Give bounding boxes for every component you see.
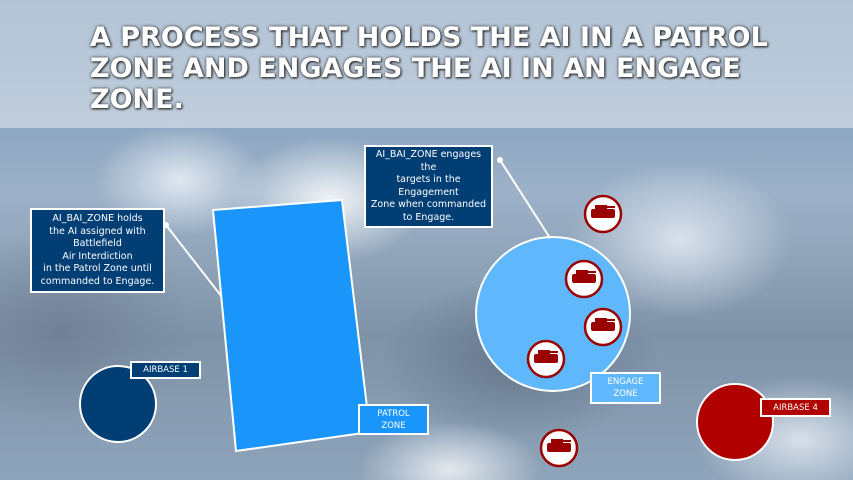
target-4-tank-icon[interactable] (526, 339, 566, 379)
label-line: ZONE (381, 420, 406, 431)
patrol-callout: AI_BAI_ZONE holds the AI assigned with B… (30, 208, 165, 293)
callout-line: the AI assigned with (49, 225, 146, 237)
callout-line: targets in the Engagement (396, 174, 461, 198)
target-5-tank-icon[interactable] (539, 428, 579, 468)
callout-line: Zone when commanded (370, 199, 487, 210)
callout-line: AI_BAI_ZONE holds (52, 213, 143, 224)
callout-line: AI_BAI_ZONE engages the (375, 149, 482, 173)
airbase-4-label: AIRBASE 4 (760, 398, 831, 417)
airbase-4-circle[interactable] (696, 383, 774, 461)
target-3-tank-icon[interactable] (583, 307, 623, 347)
title-band (0, 0, 853, 128)
target-2-tank-icon[interactable] (564, 259, 604, 299)
engage-zone-label: ENGAGE ZONE (590, 372, 661, 404)
engage-connector-line (499, 159, 551, 239)
patrol-connector-line (165, 224, 223, 298)
patrol-zone[interactable] (211, 198, 372, 453)
target-1-tank-icon[interactable] (583, 194, 623, 234)
airbase-1-label: AIRBASE 1 (130, 361, 201, 379)
patrol-zone-label: PATROL ZONE (358, 404, 429, 435)
callout-line: Air Interdiction (62, 250, 133, 262)
slide-title: A PROCESS THAT HOLDS THE AI IN A PATROL … (90, 22, 768, 115)
callout-line: Battlefield (73, 238, 122, 249)
connector-dot (497, 157, 503, 163)
label-line: PATROL (377, 408, 410, 419)
engage-callout: AI_BAI_ZONE engages the targets in the E… (364, 145, 493, 228)
airbase-1-text: AIRBASE 1 (143, 365, 188, 375)
airbase-4-text: AIRBASE 4 (773, 402, 818, 413)
label-line: ZONE (613, 389, 638, 399)
callout-line: to Engage. (402, 211, 455, 223)
callout-line: commanded to Engage. (40, 275, 155, 287)
callout-line: in the Patrol Zone until (43, 263, 152, 274)
airbase-1-circle[interactable] (79, 365, 157, 443)
label-line: ENGAGE (607, 377, 644, 387)
